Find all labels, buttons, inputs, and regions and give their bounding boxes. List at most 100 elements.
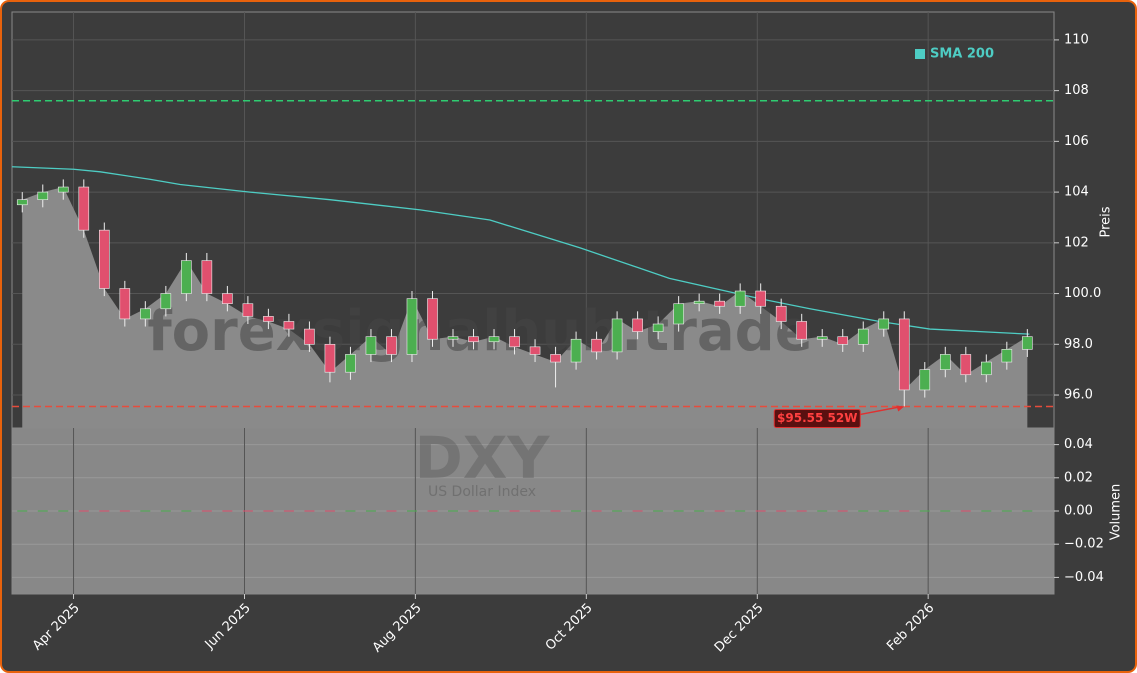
candle-body [755, 290, 766, 307]
annotation-arrowhead [896, 405, 905, 412]
volume-bar [37, 510, 48, 512]
candle-body [1022, 336, 1033, 350]
symbol-watermark: DXY [415, 424, 551, 492]
candle-body [878, 318, 890, 330]
symbol-name-watermark: US Dollar Index [428, 484, 536, 500]
candle-body [857, 328, 869, 345]
candle-body [304, 328, 315, 345]
volume-bar [283, 510, 294, 512]
candle-body [734, 290, 746, 307]
candle-body [386, 336, 397, 355]
volume-bar [1001, 510, 1012, 512]
y-tick-label: 98.0 [1064, 337, 1093, 352]
y-tick-label: 110 [1064, 32, 1089, 47]
y-tick-label: 96.0 [1064, 388, 1093, 403]
volume-bar [345, 510, 356, 512]
volume-bar [981, 510, 992, 512]
volume-bar [17, 510, 28, 512]
candle-body [119, 288, 131, 320]
candle-body [775, 305, 787, 322]
candle-body [529, 346, 541, 355]
y-tick-label: 106 [1064, 134, 1089, 149]
legend-marker [915, 49, 925, 59]
candle-body [242, 303, 254, 317]
watermark: forexsignalhub.trade [147, 299, 812, 364]
volume-bar [448, 510, 459, 512]
candle-body [427, 298, 438, 340]
candle-body [160, 293, 172, 310]
candle-body [939, 354, 951, 370]
volume-bar [837, 510, 848, 512]
volume-bar [694, 510, 705, 512]
volume-bar [591, 510, 602, 512]
area-layer [22, 187, 1028, 428]
candle-body [898, 318, 910, 391]
y2-tick-label: 0.00 [1064, 504, 1093, 519]
y-tick-label: 100.0 [1064, 286, 1101, 301]
candle-body [78, 186, 90, 231]
volume-bar [263, 510, 274, 512]
candle-body [714, 300, 725, 307]
volume-bar [776, 510, 787, 512]
volume-bar [899, 510, 910, 512]
candle-body [181, 260, 192, 294]
volume-bar [940, 510, 951, 512]
volume-bar [160, 510, 171, 512]
volume-bar [550, 510, 561, 512]
volume-bar [201, 510, 212, 512]
y-tick-label: 108 [1064, 83, 1089, 98]
candle-body [324, 343, 336, 373]
candle-body [796, 321, 808, 340]
annotation-label: $95.55 52W [777, 411, 857, 425]
candle-body [652, 323, 664, 332]
volume-bar [365, 510, 376, 512]
volume-bar [919, 510, 930, 512]
candle-body [447, 336, 459, 340]
candle-body [468, 336, 479, 343]
y2-tick-label: −0.04 [1064, 570, 1104, 585]
volume-bar [58, 510, 69, 512]
candle-body [919, 369, 931, 391]
candle-body [611, 318, 623, 353]
volume-bar [714, 510, 725, 512]
volume-bar [468, 510, 479, 512]
candle-body [263, 316, 274, 322]
y-tick-label: 102 [1064, 235, 1089, 250]
y2-axis-label: Volumen [1109, 484, 1124, 541]
close-area [22, 187, 1028, 428]
volume-bar [878, 510, 889, 512]
volume-bar [571, 510, 582, 512]
sma-line [11, 166, 1030, 335]
volume-bar [386, 510, 397, 512]
candle-body [16, 199, 28, 206]
volume-bar [755, 510, 766, 512]
y-tick-label: 104 [1064, 185, 1089, 200]
volume-bar [181, 510, 192, 512]
candle-body [283, 321, 295, 330]
volume-bar [427, 510, 438, 512]
annotation-arrow [860, 405, 903, 416]
annotation-box [773, 408, 861, 428]
volume-bar [222, 510, 233, 512]
volume-bar [653, 510, 664, 512]
candle-body [201, 260, 213, 294]
candle-body [222, 293, 233, 305]
candle-body [960, 354, 972, 376]
volume-bar [304, 510, 315, 512]
candle-body [140, 308, 151, 320]
volume-bar [78, 510, 89, 512]
candle-body [837, 336, 849, 345]
y2-tick-label: 0.02 [1064, 470, 1093, 485]
volume-bar [632, 510, 643, 512]
candle-body [57, 186, 69, 193]
volume-bar [817, 510, 828, 512]
candle-body [406, 298, 418, 355]
volume-bar [119, 510, 130, 512]
candle-body [509, 336, 520, 348]
volume-bar [530, 510, 541, 512]
candle-body [345, 354, 356, 373]
volume-bar [242, 510, 253, 512]
candle-body [550, 354, 561, 363]
volume-bar [99, 510, 110, 512]
